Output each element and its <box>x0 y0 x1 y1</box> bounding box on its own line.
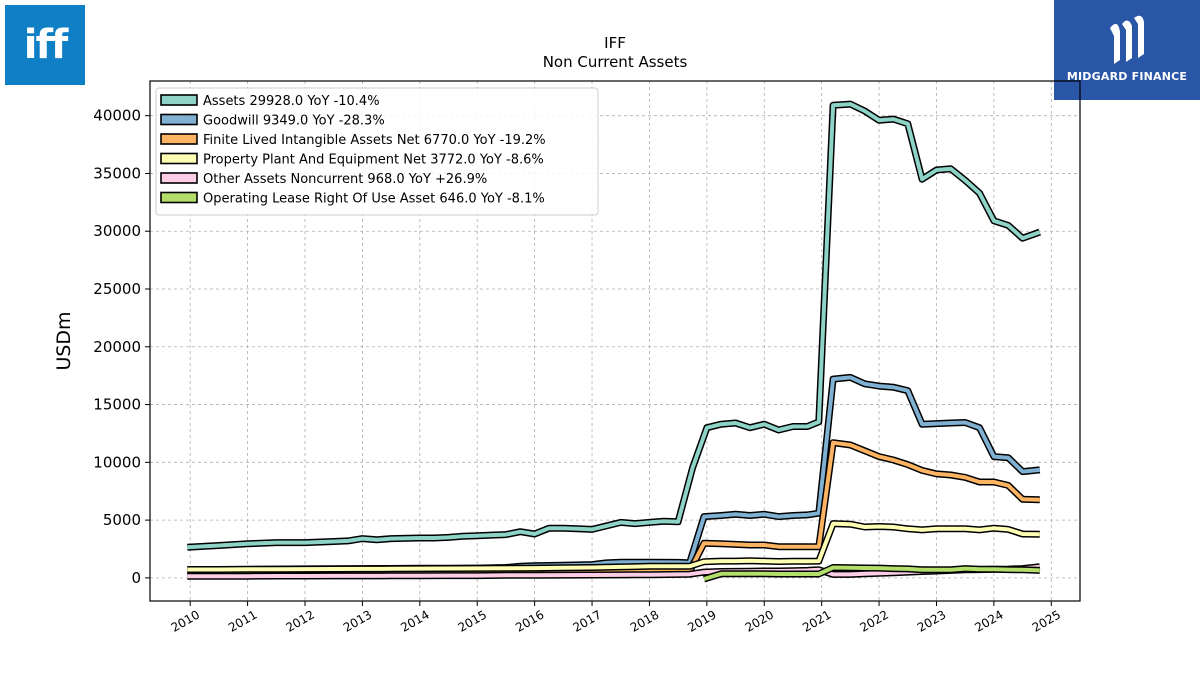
legend-label: Goodwill 9349.0 YoY -28.3% <box>203 114 385 129</box>
legend-label: Other Assets Noncurrent 968.0 YoY +26.9% <box>203 172 487 187</box>
legend: Assets 29928.0 YoY -10.4% Goodwill 9349.0… <box>155 87 599 216</box>
chart-subtitle: Non Current Assets <box>543 53 688 71</box>
x-tick-label: 2017 <box>570 607 603 634</box>
x-tick-label: 2024 <box>972 607 1005 634</box>
x-tick-label: 2011 <box>226 607 259 634</box>
midgard-logo-text: MIDGARD FINANCE <box>1066 70 1188 83</box>
legend-swatch <box>160 133 198 145</box>
iff-logo-text: iff <box>23 22 68 68</box>
x-tick-label: 2012 <box>283 607 316 634</box>
midgard-logo-mark-icon <box>1110 15 1144 64</box>
x-tick-label: 2010 <box>169 607 202 634</box>
legend-label: Operating Lease Right Of Use Asset 646.0… <box>203 192 545 207</box>
x-tick-label: 2020 <box>743 607 776 634</box>
y-tick-label: 0 <box>131 569 141 587</box>
x-tick-label: 2014 <box>398 607 431 634</box>
legend-swatch <box>160 113 198 126</box>
y-tick-label: 30000 <box>93 222 141 240</box>
plot-frame <box>149 80 1081 602</box>
legend-swatch <box>160 172 198 184</box>
series-line <box>187 521 1040 572</box>
y-tick-label: 40000 <box>93 107 141 125</box>
legend-swatch <box>160 191 198 204</box>
series-line <box>703 565 1040 581</box>
x-tick-label: 2015 <box>456 607 489 634</box>
midgard-finance-logo: MIDGARD FINANCE <box>1054 0 1200 100</box>
x-tick-label: 2022 <box>858 607 891 634</box>
legend-swatch <box>160 94 198 106</box>
y-tick-label: 15000 <box>93 396 141 414</box>
y-axis-label: USDm <box>53 311 75 370</box>
legend-swatch <box>160 152 198 165</box>
y-tick-label: 25000 <box>93 280 141 298</box>
x-tick-label: 2023 <box>915 607 948 634</box>
legend-box <box>155 87 599 216</box>
y-tick-label: 35000 <box>93 164 141 182</box>
legend-label: Finite Lived Intangible Assets Net 6770.… <box>203 133 546 148</box>
x-tick-label: 2013 <box>341 607 374 634</box>
x-tick-label: 2021 <box>800 607 833 634</box>
series-lines <box>187 100 1041 583</box>
x-axis: 2010 2011 2012 2013 2014 2015 2016 2017 2018 2019… <box>169 601 1063 635</box>
chart-title: IFF <box>604 34 626 52</box>
y-tick-label: 20000 <box>93 338 141 356</box>
y-tick-label: 5000 <box>103 511 141 529</box>
series-line <box>187 102 1041 550</box>
x-tick-label: 2018 <box>628 607 661 634</box>
x-tick-label: 2025 <box>1030 607 1063 634</box>
iff-logo: iff <box>5 5 85 85</box>
x-tick-label: 2019 <box>685 607 718 634</box>
legend-label: Property Plant And Equipment Net 3772.0 … <box>203 153 544 168</box>
x-tick-label: 2016 <box>513 607 546 634</box>
y-tick-label: 10000 <box>93 453 141 471</box>
legend-label: Assets 29928.0 YoY -10.4% <box>203 94 380 109</box>
y-axis: 0 5000 10000 15000 20000 25000 30000 35000 40000 <box>93 107 150 587</box>
